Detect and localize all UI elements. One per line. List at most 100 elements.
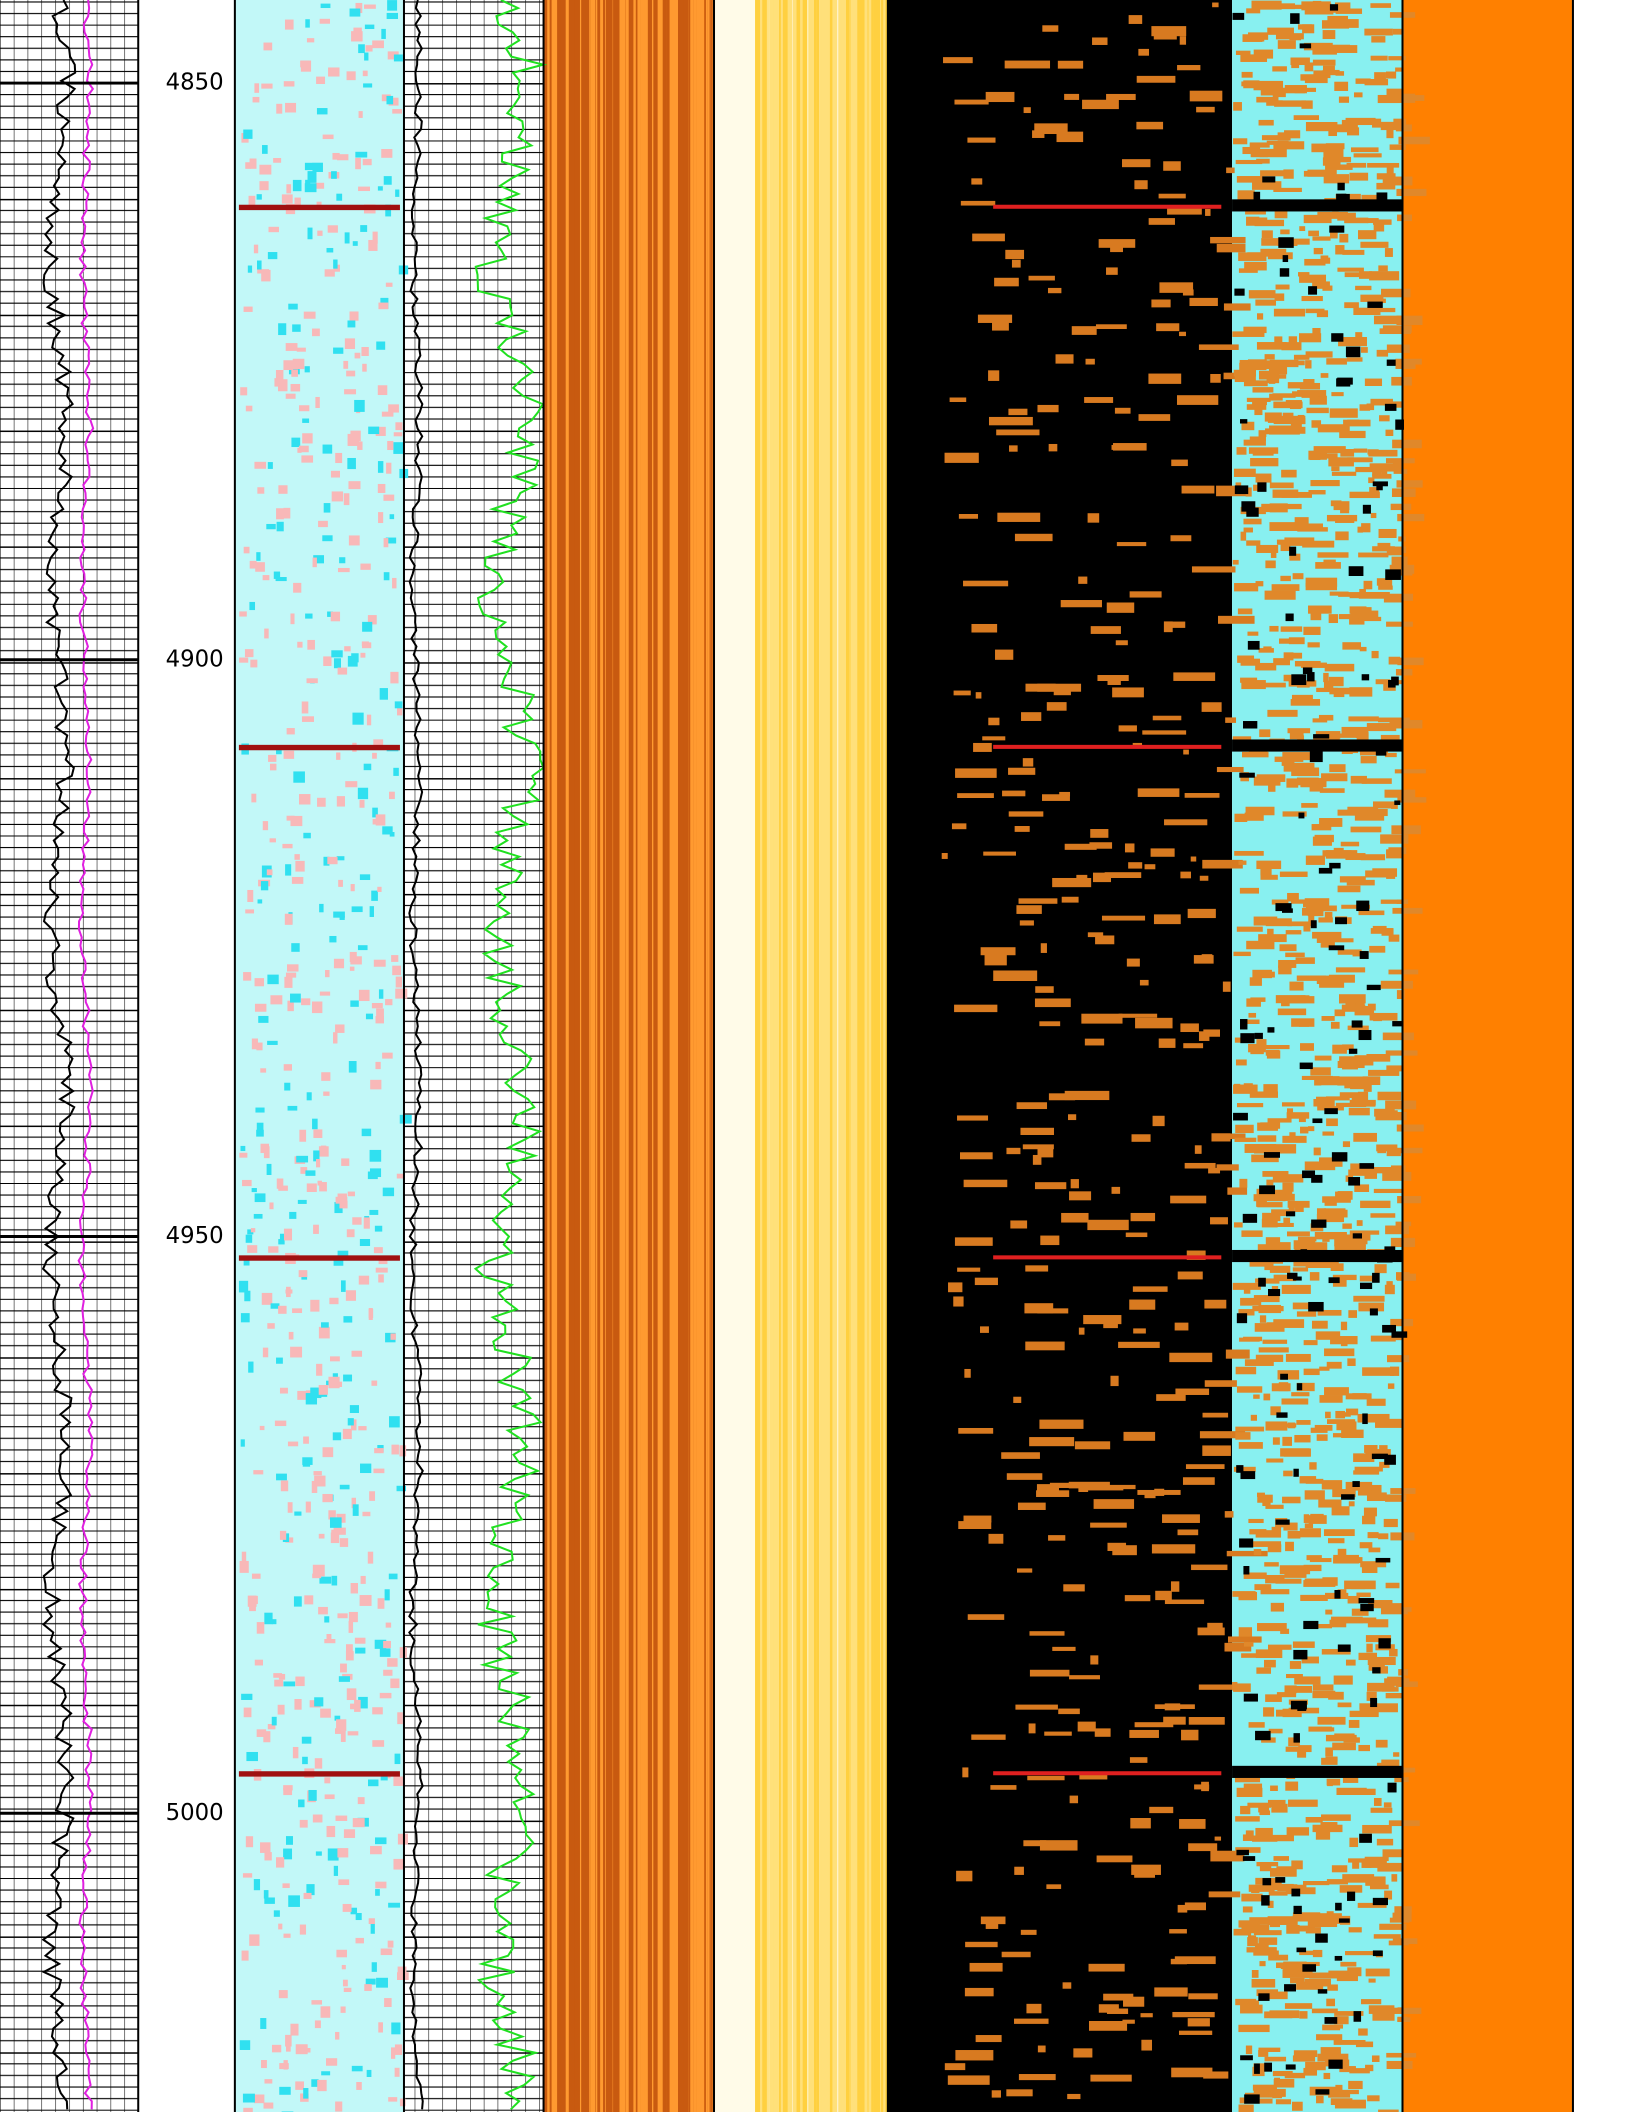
- image-spot: [355, 157, 361, 170]
- blotch: [1370, 512, 1377, 519]
- blotch: [1273, 2078, 1295, 2088]
- image-spot: [343, 1987, 352, 1992]
- blob: [1047, 287, 1062, 294]
- blotch: [1253, 1295, 1280, 1303]
- image-spot: [316, 1158, 321, 1168]
- blotch: [1391, 676, 1399, 686]
- image-spot: [348, 1061, 357, 1073]
- image-spot: [241, 1693, 253, 1700]
- blob: [1034, 1182, 1067, 1190]
- blotch: [1288, 1884, 1307, 1891]
- blob: [1010, 1220, 1028, 1229]
- blotch: [1363, 1507, 1377, 1517]
- image-spot: [278, 1305, 287, 1314]
- event-band: [993, 1255, 1222, 1260]
- blotch: [1253, 2088, 1286, 2097]
- image-spot: [393, 1776, 403, 1786]
- blob: [1097, 675, 1129, 681]
- blotch: [1291, 1018, 1315, 1027]
- image-spot: [262, 1347, 269, 1358]
- blotch: [1323, 1529, 1355, 1537]
- image-spot: [264, 1897, 275, 1904]
- blotch: [1309, 751, 1323, 763]
- blotch: [1287, 1799, 1318, 1807]
- blotch: [1237, 655, 1255, 663]
- blob: [1096, 1855, 1133, 1863]
- blotch: [1337, 885, 1361, 893]
- image-spot: [358, 186, 371, 192]
- blotch: [1328, 676, 1344, 687]
- blotch: [1285, 613, 1294, 622]
- blotch: [1259, 1315, 1267, 1323]
- blotch: [1328, 1277, 1340, 1284]
- blotch: [1386, 2060, 1413, 2070]
- blotch: [1394, 800, 1401, 805]
- blob: [1074, 1441, 1111, 1450]
- blotch: [1246, 1947, 1277, 1953]
- blob: [1171, 459, 1188, 467]
- blotch: [1378, 1638, 1391, 1649]
- stripe: [699, 0, 701, 2112]
- image-spot: [298, 1799, 305, 1808]
- blotch: [1363, 580, 1373, 590]
- blotch: [1335, 1902, 1342, 1911]
- blotch: [1376, 1762, 1386, 1769]
- blotch: [1293, 1468, 1299, 1477]
- blotch: [1325, 164, 1353, 170]
- image-spot: [247, 1229, 254, 1235]
- blob: [1087, 932, 1104, 938]
- blotch: [1233, 1683, 1251, 1692]
- blotch: [1277, 1370, 1300, 1380]
- blotch: [1354, 1056, 1374, 1066]
- image-spot: [240, 387, 248, 396]
- image-spot: [301, 716, 315, 722]
- stripe: [657, 0, 663, 2112]
- blotch: [1286, 778, 1299, 788]
- blotch: [1303, 1340, 1318, 1346]
- blotch: [1265, 1279, 1280, 1284]
- depth-label: 5000: [166, 1800, 224, 1826]
- blob: [956, 1870, 973, 1882]
- blotch: [1359, 1707, 1377, 1714]
- blotch: [1373, 1188, 1403, 1194]
- blotch: [1295, 1207, 1304, 1212]
- blotch: [1392, 1021, 1403, 1027]
- blob: [1183, 749, 1189, 755]
- blotch: [1313, 1913, 1342, 1922]
- blotch: [1245, 1019, 1260, 1025]
- blob: [964, 1368, 971, 1378]
- blotch: [1291, 1860, 1303, 1870]
- blotch: [1250, 1414, 1257, 1421]
- image-spot: [367, 615, 377, 625]
- blotch: [1268, 1728, 1283, 1734]
- image-spot: [362, 363, 367, 372]
- image-spot: [391, 2022, 401, 2035]
- stripe: [613, 0, 618, 2112]
- image-spot: [329, 1517, 342, 1528]
- blob: [1138, 48, 1150, 56]
- blotch: [1253, 1950, 1279, 1956]
- blob: [960, 200, 996, 206]
- blotch: [1233, 468, 1256, 477]
- blotch: [1287, 921, 1315, 927]
- blotch: [1334, 1244, 1366, 1253]
- blotch: [1235, 1124, 1254, 1134]
- blob: [1018, 2074, 1056, 2081]
- blotch: [1382, 1171, 1412, 1181]
- blotch: [1265, 1574, 1285, 1584]
- blotch: [1270, 1406, 1281, 1416]
- image-spot: [344, 389, 357, 395]
- image-spot: [239, 657, 249, 663]
- image-spot: [319, 1576, 332, 1584]
- blotch: [1334, 81, 1349, 91]
- blotch: [1335, 8, 1363, 14]
- blob: [1224, 1511, 1234, 1518]
- image-spot: [320, 1708, 331, 1718]
- blotch: [1293, 1905, 1302, 1915]
- blob: [1094, 1728, 1111, 1737]
- blotch: [1286, 1192, 1293, 1198]
- blotch: [1397, 797, 1427, 803]
- image-spot: [354, 352, 361, 359]
- image-spot: [267, 1323, 275, 1329]
- stripe: [547, 0, 550, 2112]
